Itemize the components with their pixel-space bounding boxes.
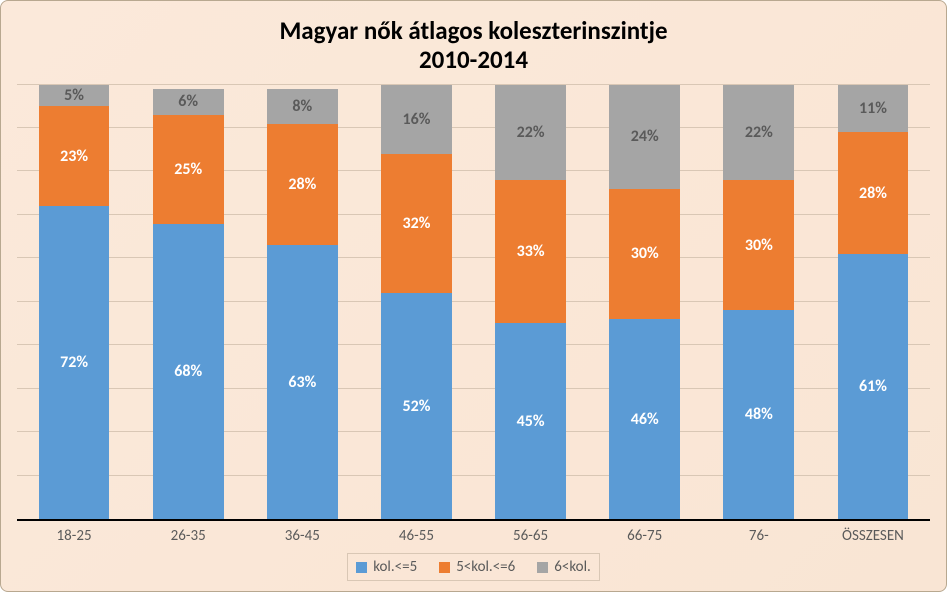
bar-segment: 24% xyxy=(609,85,680,189)
bar-segment: 25% xyxy=(153,115,224,224)
bar-segment: 8% xyxy=(267,89,338,124)
bar-segment: 23% xyxy=(39,106,110,206)
bar-segment: 16% xyxy=(381,85,452,155)
bar-row: 72%23%5%68%25%6%63%28%8%52%32%16%45%33%2… xyxy=(17,85,930,520)
bar-slot: 48%30%22% xyxy=(702,85,816,520)
bar: 45%33%22% xyxy=(495,85,566,520)
bar-slot: 46%30%24% xyxy=(588,85,702,520)
bar-segment: 22% xyxy=(723,85,794,181)
x-axis-label: 36-45 xyxy=(245,527,359,545)
bar-segment: 46% xyxy=(609,319,680,519)
plot-wrap: 72%23%5%68%25%6%63%28%8%52%32%16%45%33%2… xyxy=(17,85,930,584)
x-axis-label: 46-55 xyxy=(359,527,473,545)
bar-segment: 61% xyxy=(838,254,909,519)
bar: 46%30%24% xyxy=(609,85,680,520)
bar-segment: 48% xyxy=(723,310,794,519)
bar-segment: 6% xyxy=(153,89,224,115)
legend: kol.<=5 5<kol.<=6 6<kol. xyxy=(347,553,600,581)
bar: 48%30%22% xyxy=(723,85,794,520)
bar-segment: 72% xyxy=(39,206,110,519)
bar-slot: 68%25%6% xyxy=(131,85,245,520)
bar-slot: 61%28%11% xyxy=(816,85,930,520)
legend-label: kol.<=5 xyxy=(373,558,417,576)
bar-segment: 30% xyxy=(609,189,680,319)
bar-segment: 28% xyxy=(838,132,909,254)
bar-segment: 63% xyxy=(267,245,338,519)
bar-segment: 11% xyxy=(838,85,909,133)
x-axis: 18-2526-3536-4546-5556-6566-7576-ÖSSZESE… xyxy=(17,527,930,545)
chart-title: Magyar nők átlagos koleszterinszintje 20… xyxy=(17,17,930,75)
plot-area: 72%23%5%68%25%6%63%28%8%52%32%16%45%33%2… xyxy=(17,85,930,522)
x-axis-label: 18-25 xyxy=(17,527,131,545)
bar-slot: 72%23%5% xyxy=(17,85,131,520)
bar: 52%32%16% xyxy=(381,85,452,520)
legend-swatch xyxy=(356,562,367,573)
legend-item: 6<kol. xyxy=(537,558,591,576)
bar-segment: 32% xyxy=(381,154,452,293)
bar-slot: 52%32%16% xyxy=(359,85,473,520)
x-axis-label: 26-35 xyxy=(131,527,245,545)
x-axis-label: ÖSSZESEN xyxy=(816,527,930,545)
legend-swatch xyxy=(439,562,450,573)
bar-slot: 63%28%8% xyxy=(245,85,359,520)
legend-label: 6<kol. xyxy=(554,558,591,576)
bar-segment: 5% xyxy=(39,85,110,107)
bar: 72%23%5% xyxy=(39,85,110,520)
bar-segment: 33% xyxy=(495,180,566,323)
x-axis-label: 56-65 xyxy=(474,527,588,545)
bar-segment: 68% xyxy=(153,224,224,519)
bar-segment: 45% xyxy=(495,323,566,519)
bar-segment: 52% xyxy=(381,293,452,519)
bar-segment: 22% xyxy=(495,85,566,181)
bar: 68%25%6% xyxy=(153,89,224,519)
chart-container: Magyar nők átlagos koleszterinszintje 20… xyxy=(0,0,947,592)
chart-title-line1: Magyar nők átlagos koleszterinszintje xyxy=(17,17,930,46)
bar: 61%28%11% xyxy=(838,85,909,520)
bar: 63%28%8% xyxy=(267,89,338,519)
legend-label: 5<kol.<=6 xyxy=(456,558,515,576)
legend-item: kol.<=5 xyxy=(356,558,417,576)
x-axis-label: 76- xyxy=(702,527,816,545)
legend-swatch xyxy=(537,562,548,573)
bar-segment: 28% xyxy=(267,124,338,246)
bar-segment: 30% xyxy=(723,180,794,310)
x-axis-label: 66-75 xyxy=(588,527,702,545)
chart-title-line2: 2010-2014 xyxy=(17,46,930,75)
legend-item: 5<kol.<=6 xyxy=(439,558,515,576)
bar-slot: 45%33%22% xyxy=(474,85,588,520)
